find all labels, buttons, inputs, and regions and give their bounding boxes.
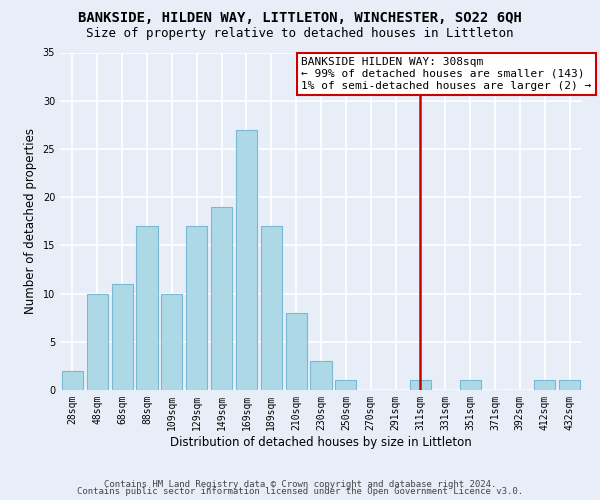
Bar — [161, 294, 182, 390]
Y-axis label: Number of detached properties: Number of detached properties — [24, 128, 37, 314]
Text: Size of property relative to detached houses in Littleton: Size of property relative to detached ho… — [86, 28, 514, 40]
Bar — [286, 313, 307, 390]
Bar — [136, 226, 158, 390]
Bar — [410, 380, 431, 390]
Bar — [559, 380, 580, 390]
Bar — [62, 370, 83, 390]
Bar — [261, 226, 282, 390]
Bar — [87, 294, 108, 390]
Bar — [335, 380, 356, 390]
Bar — [236, 130, 257, 390]
Text: Contains public sector information licensed under the Open Government Licence v3: Contains public sector information licen… — [77, 488, 523, 496]
Bar — [211, 207, 232, 390]
Bar — [460, 380, 481, 390]
Bar — [310, 361, 332, 390]
Bar — [186, 226, 207, 390]
Text: Contains HM Land Registry data © Crown copyright and database right 2024.: Contains HM Land Registry data © Crown c… — [104, 480, 496, 489]
Bar — [112, 284, 133, 390]
Text: BANKSIDE, HILDEN WAY, LITTLETON, WINCHESTER, SO22 6QH: BANKSIDE, HILDEN WAY, LITTLETON, WINCHES… — [78, 11, 522, 25]
Bar — [534, 380, 555, 390]
X-axis label: Distribution of detached houses by size in Littleton: Distribution of detached houses by size … — [170, 436, 472, 448]
Text: BANKSIDE HILDEN WAY: 308sqm
← 99% of detached houses are smaller (143)
1% of sem: BANKSIDE HILDEN WAY: 308sqm ← 99% of det… — [301, 58, 592, 90]
